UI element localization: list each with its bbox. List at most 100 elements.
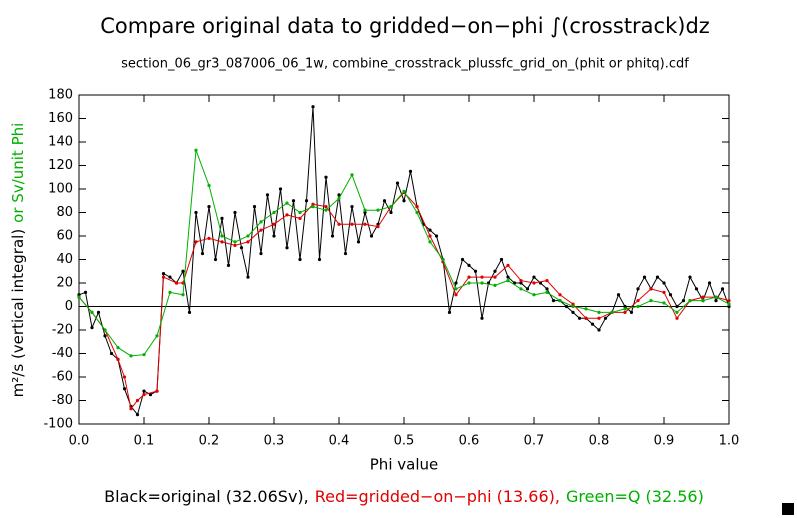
series-line <box>78 191 730 410</box>
point <box>194 210 198 215</box>
point <box>304 199 309 203</box>
x-tick-label: 0.2 <box>199 434 220 449</box>
point <box>701 299 705 303</box>
point <box>428 234 432 238</box>
point <box>649 299 653 303</box>
point <box>369 234 374 238</box>
chart-title: Compare original data to gridded−on−phi … <box>100 14 710 38</box>
point <box>83 290 88 294</box>
point <box>220 234 224 238</box>
legend-entry: Green=Q (32.56) <box>566 487 704 506</box>
point <box>376 208 380 212</box>
point <box>350 205 354 209</box>
point <box>207 236 211 240</box>
point <box>447 310 452 314</box>
point <box>571 310 575 314</box>
point <box>428 240 432 244</box>
point <box>525 287 530 291</box>
point <box>96 310 101 314</box>
point <box>454 293 458 297</box>
point <box>662 281 666 285</box>
point <box>181 293 185 297</box>
point <box>493 275 497 279</box>
point <box>415 205 419 209</box>
point <box>317 257 322 262</box>
point <box>337 196 341 200</box>
point <box>597 310 601 314</box>
point <box>272 234 276 238</box>
point <box>623 310 627 314</box>
point <box>324 175 328 179</box>
point <box>116 357 120 361</box>
point <box>298 257 302 262</box>
point <box>239 246 244 250</box>
point <box>467 281 471 285</box>
point <box>467 263 471 267</box>
point <box>454 281 458 285</box>
point <box>415 210 419 215</box>
point <box>291 199 296 203</box>
y-label-main: m²/s (vertical integral) <box>9 229 27 398</box>
point <box>187 310 192 314</box>
point <box>714 295 718 299</box>
point <box>590 322 595 326</box>
point <box>285 201 289 205</box>
point <box>727 299 731 303</box>
x-tick-label: 0.5 <box>394 434 415 449</box>
point <box>356 240 361 244</box>
point <box>519 279 523 283</box>
point <box>129 407 133 411</box>
point <box>298 216 302 220</box>
point <box>77 295 81 299</box>
point <box>506 263 510 267</box>
point <box>454 287 458 291</box>
x-tick-label: 0.4 <box>329 434 350 449</box>
point <box>434 234 439 238</box>
point <box>246 275 250 279</box>
y-tick-label: 100 <box>48 182 73 197</box>
point <box>168 275 172 279</box>
point <box>473 269 478 273</box>
point <box>480 275 484 279</box>
point <box>584 307 588 311</box>
point <box>402 189 406 193</box>
corner-square <box>782 503 794 515</box>
x-tick-label: 0.0 <box>69 434 90 449</box>
point <box>389 210 393 215</box>
point <box>493 283 497 287</box>
point <box>460 257 465 262</box>
point <box>564 304 569 309</box>
x-tick-label: 0.8 <box>589 434 610 449</box>
point <box>363 210 367 215</box>
y-axis-label: m²/s (vertical integral) or Sv/unit Phi <box>9 123 27 398</box>
point <box>259 252 263 256</box>
point <box>161 272 166 276</box>
series-line <box>78 106 730 416</box>
y-tick-label: 80 <box>56 205 73 220</box>
point <box>220 240 224 244</box>
point <box>278 187 283 191</box>
point <box>727 304 731 309</box>
point <box>337 222 341 226</box>
point <box>220 216 224 220</box>
legend-entry: Red=gridded−on−phi (13.66), <box>315 487 560 506</box>
point <box>545 279 549 283</box>
point <box>142 393 146 397</box>
point <box>636 299 640 303</box>
point <box>135 413 140 417</box>
point <box>109 351 114 356</box>
point <box>90 326 94 330</box>
point <box>499 257 504 262</box>
series-line <box>78 150 730 357</box>
y-tick-label: 140 <box>48 135 73 150</box>
y-tick-label: 60 <box>56 229 73 244</box>
y-tick-label: 40 <box>56 252 73 267</box>
x-tick-label: 0.3 <box>264 434 285 449</box>
point <box>311 205 315 209</box>
point <box>272 210 276 215</box>
point <box>155 334 159 338</box>
point <box>246 240 250 244</box>
point <box>122 375 127 379</box>
point <box>272 222 276 226</box>
point <box>681 299 686 303</box>
